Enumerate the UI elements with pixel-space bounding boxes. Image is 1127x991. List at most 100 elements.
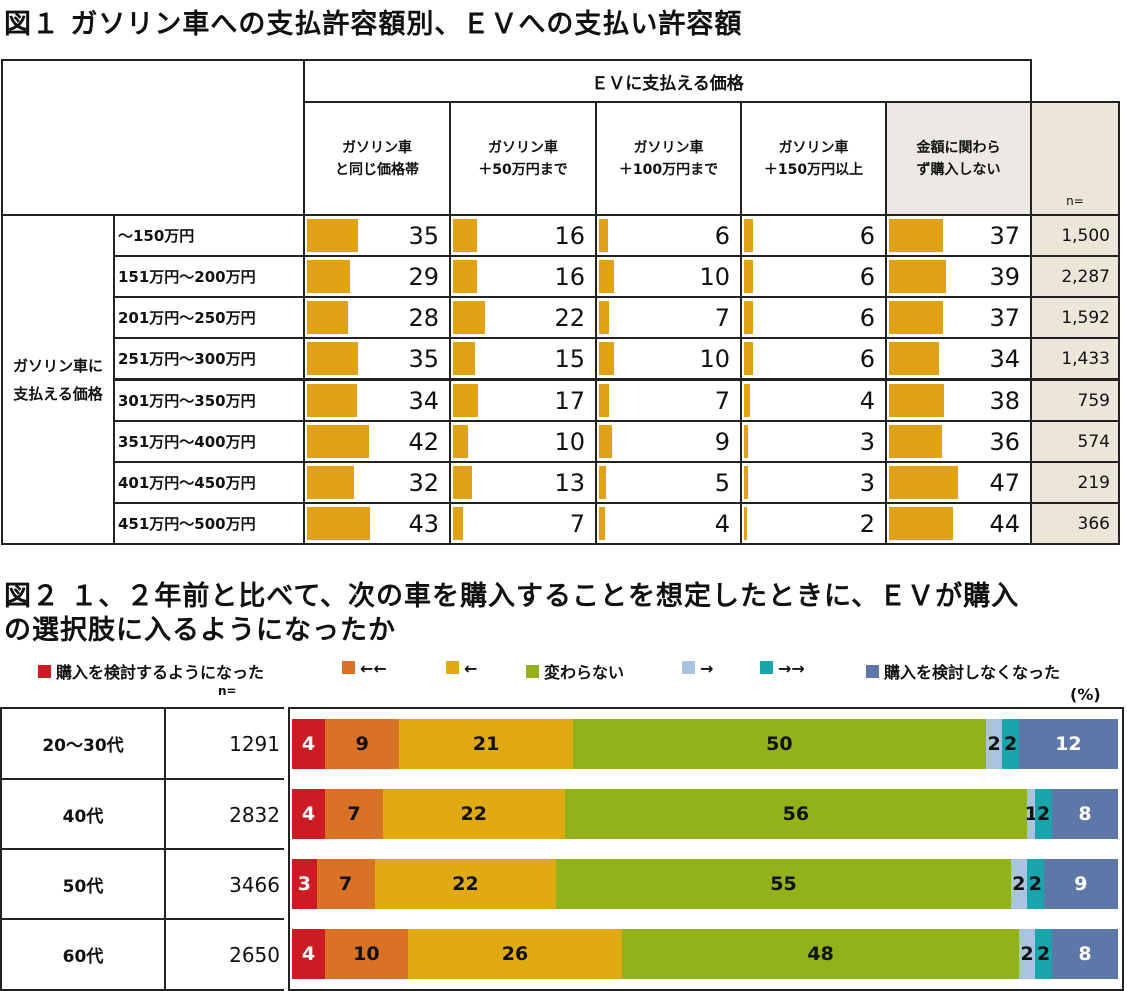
bar — [453, 301, 486, 334]
data-label: 22 — [452, 873, 479, 895]
data-label: 10 — [699, 263, 730, 291]
legend-label: →→ — [778, 659, 805, 678]
bar-segment: 2 — [985, 719, 1003, 769]
figure2-row: 50代 3466 — [2, 848, 284, 919]
data-cell: 34 — [885, 337, 1032, 381]
data-label: 16 — [554, 222, 585, 250]
legend-swatch — [38, 665, 51, 678]
data-label: 2 — [987, 733, 1001, 755]
data-label: 4 — [301, 803, 316, 825]
bar — [453, 507, 464, 540]
data-label: 22 — [554, 304, 585, 332]
data-cell: 6 — [595, 214, 742, 257]
bar-segment: 4 — [292, 789, 326, 839]
data-label: 50 — [766, 733, 793, 755]
row-label: 401万円～450万円 — [113, 461, 305, 504]
data-cell: 6 — [740, 337, 887, 381]
bar-segment: 2 — [1002, 719, 1019, 769]
stacked-bar: 4 9 21 50 2 2 12 — [292, 719, 1118, 769]
data-label: 4 — [714, 510, 730, 538]
bar — [889, 260, 946, 293]
age-label: 60代 — [2, 920, 166, 989]
row-label: 451万円～500万円 — [113, 502, 305, 545]
row-label: 151万円～200万円 — [113, 255, 305, 298]
legend-swatch — [866, 665, 879, 678]
bar-segment: 55 — [556, 859, 1011, 909]
data-cell: 43 — [303, 502, 451, 545]
data-cell: 32 — [303, 461, 451, 504]
data-label: 12 — [1055, 733, 1082, 755]
data-cell: 17 — [449, 378, 597, 422]
bar — [307, 384, 357, 417]
bar-segment: 2 — [1027, 859, 1044, 909]
data-label: 37 — [989, 222, 1020, 250]
stacked-bar: 4 10 26 48 2 2 8 — [292, 929, 1118, 979]
data-cell: 44 — [885, 502, 1032, 545]
legend-label: ←← — [360, 659, 387, 678]
n-value: 1,500 — [1030, 214, 1120, 257]
data-label: 2 — [859, 510, 875, 538]
bar — [744, 384, 750, 417]
legend-item: 購入を検討しなくなった — [866, 659, 1060, 683]
legend-label: 購入を検討するようになった — [56, 663, 265, 682]
bar-segment: 8 — [1051, 789, 1118, 839]
data-label: 2 — [1012, 873, 1026, 895]
column-header: 金額に関わら ず購入しない — [885, 101, 1032, 216]
bar — [889, 507, 954, 540]
data-cell: 16 — [449, 214, 597, 257]
bar-segment: 9 — [1043, 859, 1118, 909]
bar — [307, 425, 369, 458]
bar-segment: 50 — [572, 719, 986, 769]
data-label: 9 — [714, 428, 730, 456]
bar — [889, 466, 958, 499]
bar-segment: 1 — [1025, 789, 1038, 839]
percent-unit: (%) — [1070, 685, 1101, 704]
bar — [744, 260, 753, 293]
data-label: 17 — [554, 387, 585, 415]
data-label: 37 — [989, 304, 1020, 332]
bar — [453, 425, 468, 458]
n-value: 574 — [1030, 420, 1120, 463]
bar-segment: 2 — [1035, 789, 1052, 839]
data-cell: 7 — [449, 502, 597, 545]
bar — [599, 219, 608, 252]
bar — [453, 260, 477, 293]
bar — [599, 425, 613, 458]
corner-cell — [1, 59, 305, 216]
bar — [744, 507, 747, 540]
data-label: 56 — [782, 803, 810, 825]
data-cell: 47 — [885, 461, 1032, 504]
data-label: 6 — [859, 345, 875, 373]
data-cell: 7 — [595, 378, 742, 422]
data-label: 35 — [408, 222, 439, 250]
n-value: 759 — [1030, 378, 1120, 422]
data-label: 7 — [714, 304, 730, 332]
bar — [453, 342, 476, 375]
data-label: 4 — [301, 733, 316, 755]
data-label: 34 — [408, 387, 439, 415]
stacked-bar: 3 7 22 55 2 2 9 — [292, 859, 1118, 909]
ev-price-header: ＥＶに支払える価格 — [303, 59, 1032, 103]
n-value: 1291 — [229, 731, 280, 756]
data-label: 28 — [408, 304, 439, 332]
data-cell: 42 — [303, 420, 451, 463]
bar — [744, 466, 749, 499]
data-label: 15 — [554, 345, 585, 373]
bar — [307, 301, 349, 334]
row-label: 351万円～400万円 — [113, 420, 305, 463]
data-cell: 3 — [740, 420, 887, 463]
bar-segment: 9 — [325, 719, 400, 769]
n-value: 2832 — [229, 802, 280, 827]
n-value: 1,433 — [1030, 337, 1120, 381]
figure1-table: ＥＶに支払える価格 ガソリン車 と同じ価格帯 ガソリン車 ＋50万円まで ガソリン車… — [1, 59, 1120, 545]
data-label: 16 — [554, 263, 585, 291]
data-label: 2 — [1037, 803, 1051, 825]
n-value: 1,592 — [1030, 296, 1120, 339]
data-label: 9 — [1074, 873, 1088, 895]
data-cell: 39 — [885, 255, 1032, 298]
bar-segment: 26 — [407, 929, 623, 979]
n-value: 219 — [1030, 461, 1120, 504]
data-label: 7 — [714, 387, 730, 415]
age-label: 50代 — [2, 850, 166, 919]
n-label: n= — [218, 684, 237, 698]
